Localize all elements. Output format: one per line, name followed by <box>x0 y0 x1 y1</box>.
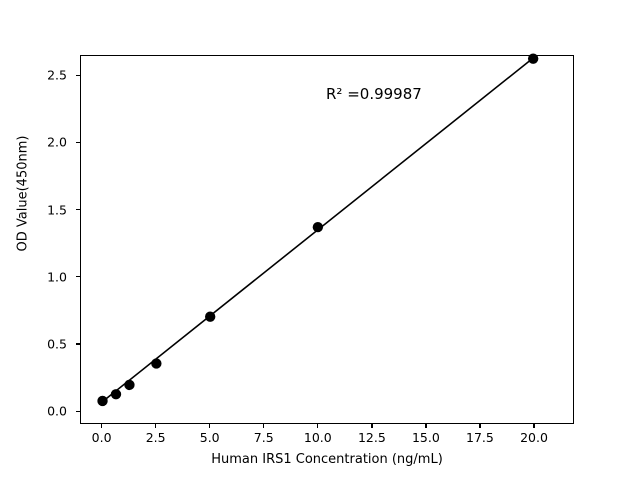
y-tick-mark <box>76 343 80 345</box>
y-tick-label: 1.0 <box>47 269 67 285</box>
data-layer <box>97 53 539 407</box>
y-tick-label: 2.0 <box>47 134 67 150</box>
x-tick-mark <box>155 424 157 428</box>
y-tick-label: 0.5 <box>47 336 67 352</box>
data-points <box>97 53 539 407</box>
data-point-marker <box>527 53 539 64</box>
x-tick-mark <box>479 424 481 428</box>
data-point-marker <box>110 389 122 400</box>
x-tick-label: 5.0 <box>199 430 220 445</box>
x-tick-mark <box>425 424 427 428</box>
y-tick-label: 1.5 <box>47 202 67 218</box>
x-tick-label: 15.0 <box>411 430 440 445</box>
x-axis-label: Human IRS1 Concentration (ng/mL) <box>0 452 640 467</box>
y-tick-mark <box>76 410 80 412</box>
data-point-marker <box>151 358 162 369</box>
r-squared-annotation: R² =0.99987 <box>326 85 422 103</box>
y-axis-label: OD Value(450nm) <box>15 135 31 252</box>
x-tick-mark <box>209 424 211 428</box>
x-tick-mark <box>263 424 265 428</box>
x-tick-label: 10.0 <box>303 430 332 445</box>
x-tick-label: 20.0 <box>520 430 548 445</box>
y-tick-mark <box>76 276 80 278</box>
y-tick-label: 2.5 <box>47 67 67 83</box>
x-tick-mark <box>317 424 319 428</box>
x-tick-mark <box>371 424 373 428</box>
y-tick-mark <box>76 74 80 76</box>
y-tick-label: 0.0 <box>47 403 67 419</box>
x-tick-label: 0.0 <box>91 430 112 445</box>
x-axis-label-text: Human IRS1 Concentration (ng/mL) <box>211 452 443 467</box>
x-tick-mark <box>533 424 535 428</box>
data-point-marker <box>205 311 216 322</box>
plot-area <box>80 53 574 424</box>
y-tick-mark <box>76 208 80 211</box>
y-tick-mark <box>76 141 80 144</box>
data-point-marker <box>312 221 324 233</box>
x-tick-mark <box>100 424 103 428</box>
x-tick-label: 12.5 <box>357 430 386 445</box>
x-tick-label: 7.5 <box>253 430 274 445</box>
data-point-marker <box>124 379 135 391</box>
x-tick-label: 17.5 <box>466 430 494 445</box>
data-point-marker <box>97 395 108 407</box>
x-tick-label: 2.5 <box>145 430 166 445</box>
